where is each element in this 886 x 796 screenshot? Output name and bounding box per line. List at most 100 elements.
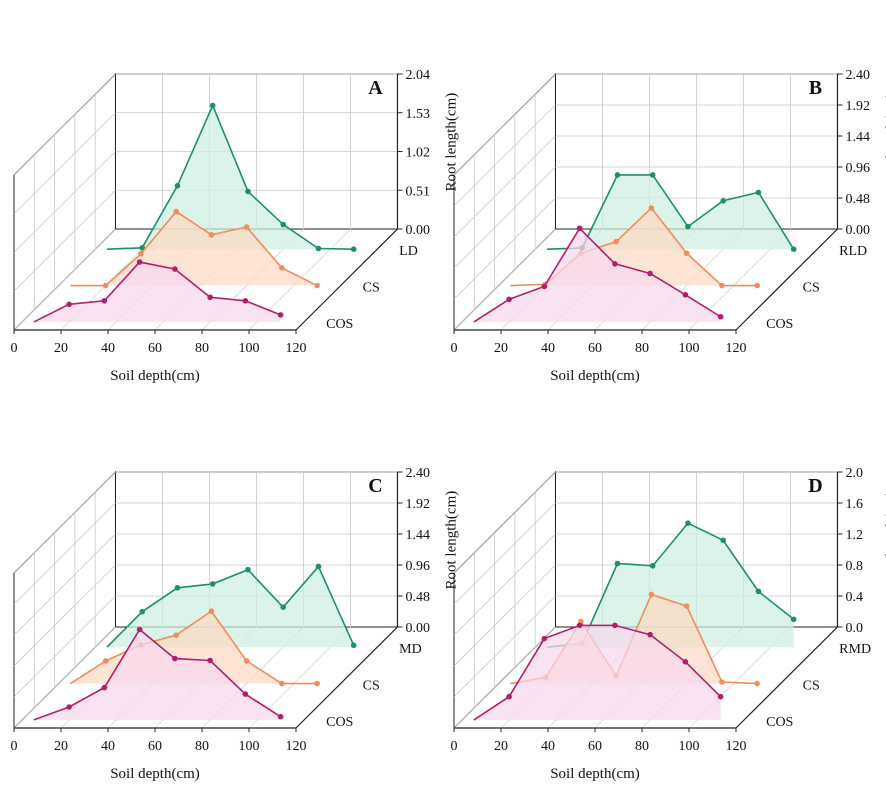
z-axis-title: Root length(cm)	[443, 93, 459, 192]
point-md	[209, 581, 216, 587]
z-tick-label: 0.00	[405, 621, 430, 636]
point-cos	[682, 291, 689, 298]
x-axis-title: Soil depth(cm)	[550, 766, 640, 782]
point-cs	[314, 282, 320, 289]
point-rmd	[649, 563, 656, 569]
x-tick-label: 20	[54, 739, 68, 754]
z-axis-title: Root length(cm)	[883, 93, 886, 192]
depth-axis-line	[295, 626, 398, 729]
point-ld	[139, 244, 145, 251]
point-ld	[174, 182, 181, 189]
z-tick-label: 1.44	[845, 130, 870, 145]
series-label-cos: COS	[326, 715, 353, 730]
x-tick-label: 80	[635, 739, 649, 754]
area-cos	[473, 228, 721, 322]
depth-axis-line	[735, 626, 838, 729]
z-tick-label: 0.48	[845, 192, 870, 207]
z-tick-label: 2.04	[405, 68, 430, 83]
point-rmd	[790, 616, 797, 623]
x-tick-label: 60	[588, 341, 602, 356]
line-cos	[33, 261, 281, 323]
x-tick-label: 20	[494, 341, 508, 356]
side-gridline	[13, 189, 116, 292]
panel-letter: C	[368, 475, 382, 497]
point-cos	[717, 693, 724, 700]
x-tick-label: 20	[494, 739, 508, 754]
point-cos	[136, 259, 143, 265]
point-cos	[277, 713, 284, 720]
z-tick-label: 1.2	[845, 528, 863, 543]
x-axis-title: Soil depth(cm)	[550, 368, 640, 384]
point-cs	[279, 680, 285, 687]
x-tick-label: 100	[239, 739, 260, 754]
chart-panel-a: LD CS COS 0.00 0.51 1.02 1.53 2.04 Root length(c…	[11, 68, 460, 384]
z-tick-label: 0.4	[845, 590, 863, 605]
point-md	[174, 584, 181, 591]
side-gridline	[13, 471, 116, 574]
point-cos	[576, 225, 583, 232]
line-ld	[106, 103, 354, 250]
x-tick-label: 0	[11, 341, 18, 356]
point-cos	[101, 684, 108, 691]
point-cos	[506, 296, 512, 303]
x-tick-label: 100	[239, 341, 260, 356]
side-gridline	[453, 197, 556, 300]
point-cos	[172, 655, 178, 662]
area-cos	[33, 262, 281, 322]
point-cs	[683, 250, 690, 257]
side-gridline	[13, 502, 116, 605]
point-cs	[648, 591, 655, 598]
point-cs	[754, 282, 760, 289]
floor-gridline	[453, 228, 556, 331]
series-label-cs: CS	[803, 679, 820, 694]
series-label-cos: COS	[766, 715, 793, 730]
point-ld	[209, 102, 216, 109]
point-cos	[576, 622, 583, 629]
line-cs	[69, 610, 318, 685]
area-cs	[70, 211, 318, 286]
floor-gridline	[453, 626, 556, 729]
point-md	[139, 608, 145, 615]
point-rld	[755, 189, 762, 196]
z-tick-label: 1.92	[845, 99, 870, 114]
point-cos	[66, 301, 72, 308]
point-rld	[720, 197, 726, 204]
series-label-cs: CS	[363, 679, 380, 694]
x-tick-label: 40	[541, 341, 555, 356]
area-md	[106, 566, 354, 648]
point-cs	[613, 238, 619, 245]
side-gridline	[13, 151, 116, 253]
z-tick-label: 0.8	[845, 559, 863, 574]
point-cos	[506, 693, 512, 700]
series-label-cos: COS	[766, 317, 793, 332]
point-cos	[242, 691, 249, 697]
point-cs	[173, 632, 179, 638]
x-tick-label: 40	[541, 739, 555, 754]
point-cos	[242, 297, 249, 304]
point-rmd	[685, 520, 691, 526]
point-cos	[101, 297, 108, 304]
point-rld	[685, 223, 691, 230]
z-tick-label: 0.00	[845, 223, 870, 238]
z-tick-label: 0.96	[405, 559, 430, 574]
point-rld	[649, 172, 656, 178]
side-gridline	[453, 104, 556, 207]
point-cs	[719, 282, 725, 289]
area-cos	[473, 625, 721, 720]
point-md	[315, 563, 322, 570]
x-tick-label: 80	[195, 739, 209, 754]
x-tick-label: 0	[451, 739, 458, 754]
point-cs	[243, 658, 250, 664]
side-gridline	[453, 73, 556, 176]
floor-gridline	[13, 626, 116, 729]
point-cs	[683, 603, 690, 609]
point-cos	[136, 626, 143, 633]
series-label-rld: RLD	[839, 244, 867, 259]
line-cs	[70, 210, 318, 287]
side-gridline	[453, 471, 556, 574]
point-cs	[208, 608, 215, 615]
side-gridline	[453, 564, 556, 667]
point-cos	[66, 704, 72, 710]
series-label-rmd: RMD	[839, 642, 871, 657]
